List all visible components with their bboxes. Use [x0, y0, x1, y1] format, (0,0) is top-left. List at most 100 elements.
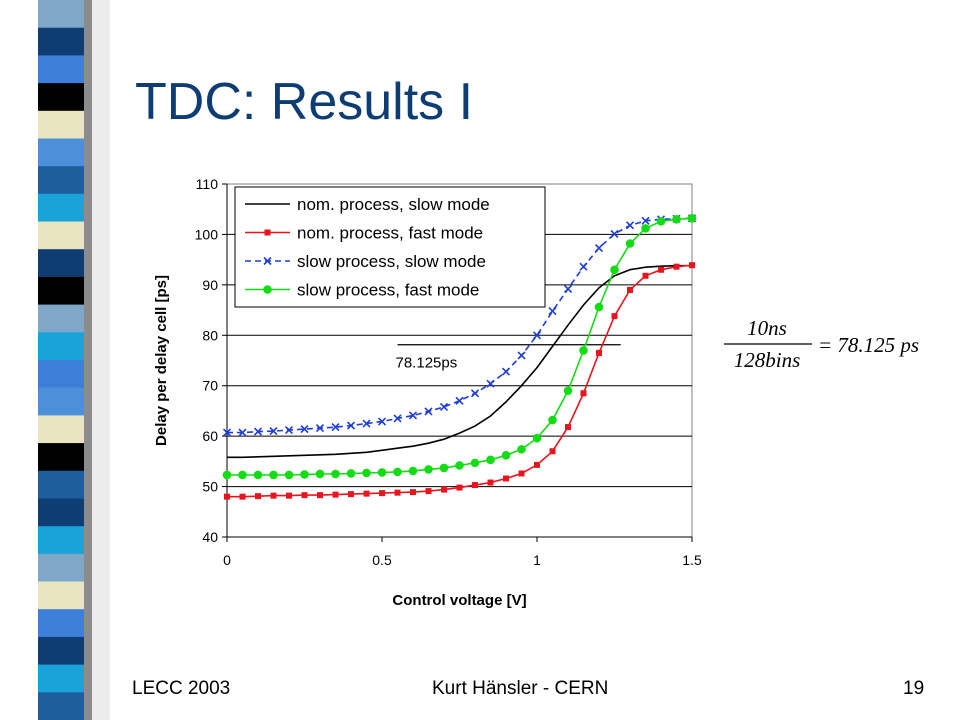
legend-entry: nom. process, fast mode: [245, 224, 483, 243]
data-point: [656, 217, 666, 226]
data-point: [239, 493, 246, 500]
data-point: [393, 467, 402, 477]
data-point: [346, 421, 356, 430]
strip-block: [38, 249, 84, 278]
slide-title: TDC: Results I: [135, 73, 474, 131]
data-point: [253, 470, 263, 480]
data-point: [363, 490, 370, 497]
strip-block: [38, 553, 84, 582]
legend-entry: slow process, slow mode: [245, 252, 486, 271]
strip-block: [38, 581, 84, 610]
series-1: [227, 264, 692, 459]
data-point: [284, 426, 294, 435]
y-tick-label: 110: [196, 176, 219, 192]
data-point: [563, 284, 573, 293]
data-point: [332, 491, 339, 498]
strip-block: [38, 110, 84, 139]
data-point: [548, 307, 557, 316]
x-tick-label: 0: [223, 552, 231, 568]
data-point: [331, 469, 340, 479]
data-point: [673, 263, 680, 270]
x-axis-label: Control voltage [V]: [392, 592, 526, 609]
data-point: [222, 470, 232, 480]
strip-block: [38, 55, 84, 84]
data-point: [315, 424, 325, 433]
data-point: [470, 389, 480, 398]
strip-shadow-soft: [92, 0, 110, 720]
data-point: [517, 351, 526, 360]
series-line: [227, 264, 692, 459]
data-point: [377, 417, 387, 426]
legend-entry: nom. process, slow mode: [245, 195, 490, 214]
data-point: [689, 262, 695, 269]
data-point: [563, 386, 573, 396]
data-point: [548, 415, 557, 425]
y-tick-label: 100: [195, 226, 219, 242]
legend-label: nom. process, fast mode: [297, 224, 483, 243]
data-point: [596, 349, 602, 356]
strip-block: [38, 221, 84, 250]
legend-swatch-marker: [263, 285, 272, 294]
data-point: [394, 489, 401, 496]
strip-block: [38, 138, 84, 167]
legend-swatch-marker: [264, 229, 271, 236]
y-tick-label: 60: [202, 428, 218, 444]
y-axis-label: Delay per delay cell [ps]: [153, 275, 170, 446]
data-point: [625, 221, 635, 230]
data-point: [300, 425, 309, 434]
strip-block: [38, 692, 84, 720]
y-tick-label: 70: [202, 378, 218, 394]
data-point: [501, 367, 511, 376]
data-point: [687, 213, 697, 223]
data-point: [362, 468, 371, 478]
data-point: [408, 411, 418, 420]
data-point: [269, 427, 278, 436]
strip-block: [38, 609, 84, 638]
strip-block: [38, 498, 84, 527]
data-point: [222, 428, 232, 437]
data-point: [379, 490, 385, 497]
strip-block: [38, 443, 84, 472]
data-point: [470, 458, 480, 468]
strip-block: [38, 166, 84, 195]
data-point: [472, 482, 478, 489]
strip-block: [38, 526, 84, 555]
data-point: [534, 461, 540, 468]
data-point: [238, 470, 247, 480]
legend: nom. process, slow mode nom. process, fas…: [234, 186, 546, 308]
data-point: [594, 302, 604, 312]
data-point: [565, 424, 571, 431]
data-point: [549, 448, 556, 455]
data-point: [331, 423, 340, 432]
data-point: [270, 492, 277, 499]
strip-block: [38, 664, 84, 693]
data-point: [224, 493, 230, 500]
data-point: [579, 262, 588, 271]
data-point: [532, 433, 542, 443]
strip-block: [38, 332, 84, 361]
data-point: [424, 407, 433, 416]
strip-block: [38, 360, 84, 389]
legend-swatch-marker: [263, 256, 272, 266]
data-point: [284, 470, 294, 480]
data-point: [518, 470, 525, 477]
series-2: [224, 262, 695, 500]
bin-width-formula: 10ns 128bins = 78.125 ps: [724, 316, 919, 372]
data-point: [425, 488, 432, 495]
data-point: [641, 224, 650, 233]
strip-block: [38, 193, 84, 222]
footer-author: Kurt Hänsler - CERN: [432, 678, 609, 699]
formula-result: = 78.125 ps: [818, 333, 919, 357]
strip-block: [38, 387, 84, 416]
data-point: [610, 265, 619, 275]
data-point: [455, 396, 464, 405]
data-point: [532, 331, 542, 340]
legend-label: slow process, slow mode: [297, 252, 486, 271]
data-point: [317, 492, 323, 499]
data-point: [501, 451, 511, 460]
legend-box: [234, 186, 546, 308]
data-point: [579, 346, 588, 355]
data-point: [487, 479, 494, 486]
data-point: [346, 469, 356, 478]
y-tick-label: 80: [202, 327, 218, 343]
